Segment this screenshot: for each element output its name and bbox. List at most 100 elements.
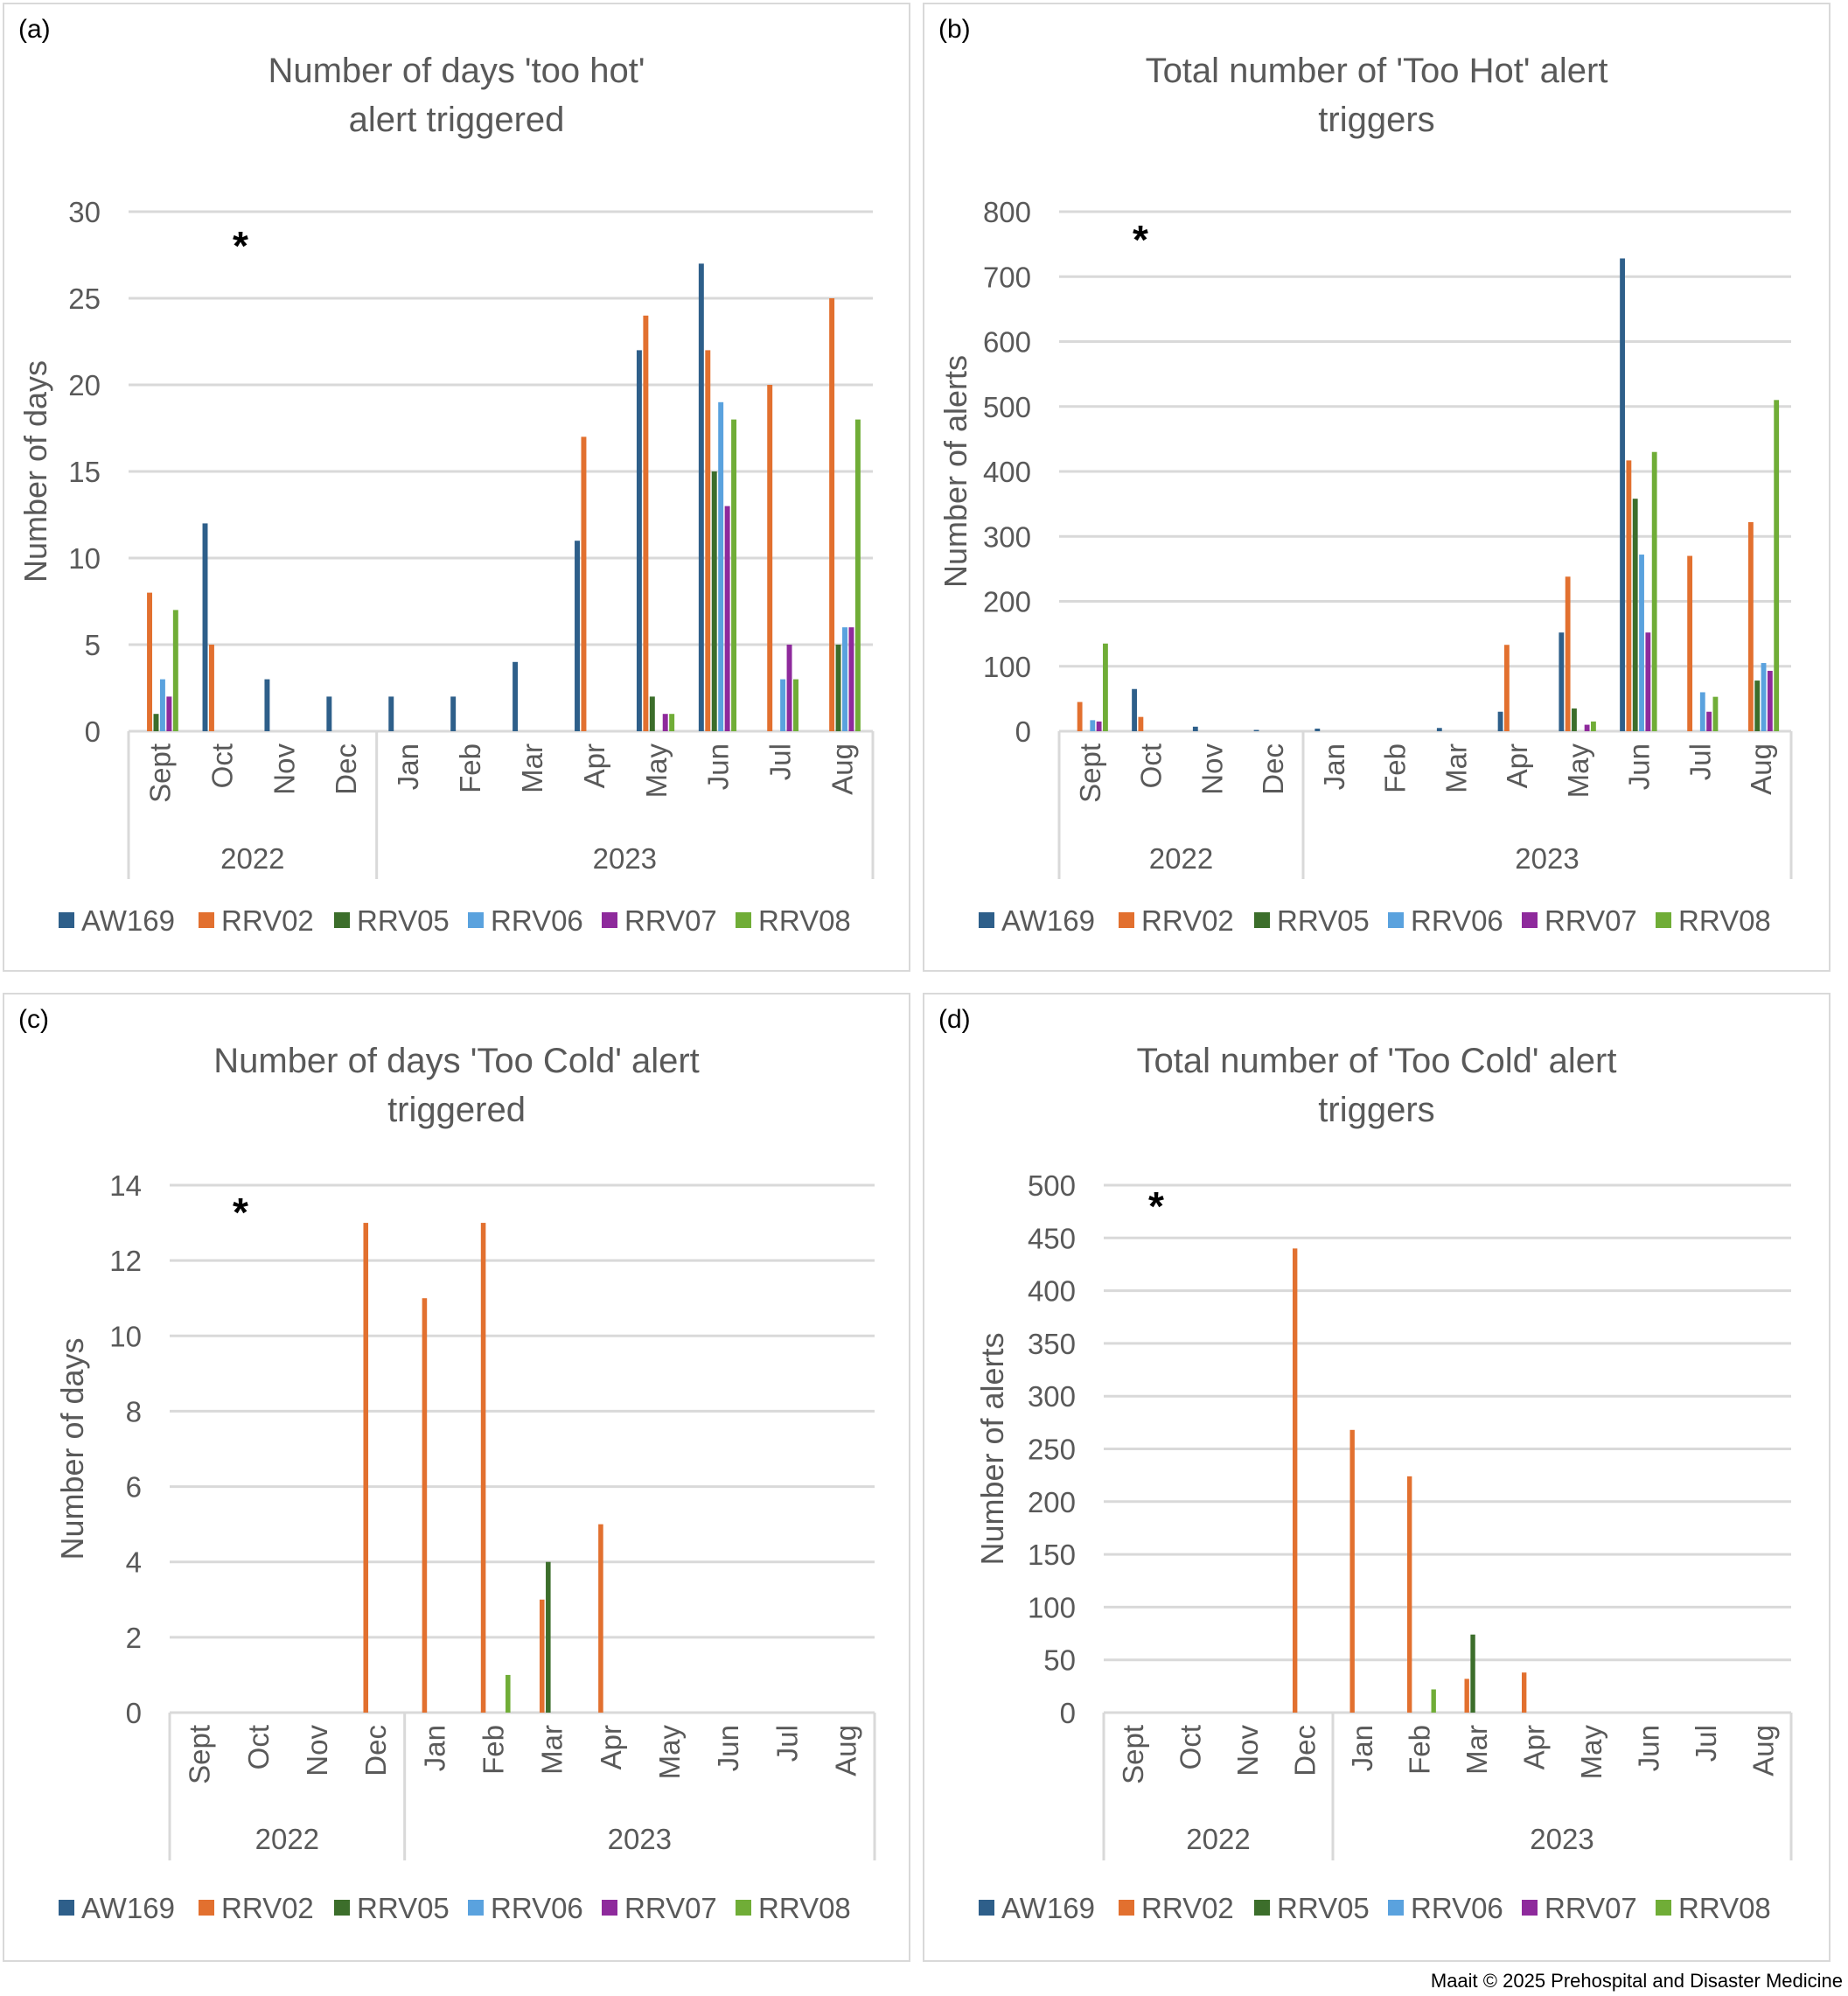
chart-panel-b: (b) Total number of 'Too Hot' alert trig… xyxy=(923,3,1831,972)
y-tick-label: 250 xyxy=(1028,1434,1076,1466)
legend-label: AW169 xyxy=(81,904,175,937)
legend-swatch-aw169 xyxy=(979,912,994,928)
bar-rrv02-feb xyxy=(480,1223,486,1713)
x-tick-label: Sept xyxy=(184,1725,216,1784)
y-tick-label: 14 xyxy=(109,1169,142,1202)
x-tick-label: Dec xyxy=(1288,1725,1321,1776)
bar-rrv02-oct xyxy=(1138,716,1144,731)
legend-swatch-aw169 xyxy=(59,1900,74,1916)
legend-swatch-rrv06 xyxy=(468,1900,484,1916)
legend-swatch-rrv07 xyxy=(602,912,617,928)
chart-panel-a: (a) Number of days 'too hot' alert trigg… xyxy=(3,3,910,972)
y-axis-label: Number of days xyxy=(17,360,53,583)
bar-rrv07-aug xyxy=(1767,670,1773,731)
x-tick-label: Feb xyxy=(1403,1725,1435,1775)
bar-rrv06-sept xyxy=(159,679,165,731)
y-tick-label: 0 xyxy=(1015,715,1031,748)
x-tick-label: Aug xyxy=(826,743,859,795)
y-tick-label: 2 xyxy=(126,1622,142,1654)
legend-label: AW169 xyxy=(1001,1892,1095,1924)
legend-swatch-rrv02 xyxy=(199,912,214,928)
x-tick-label: Jan xyxy=(1346,1725,1378,1771)
chart-plot: 0 5 10 15 20 25 30 Number of days Sept Oct Nov Dec J… xyxy=(17,196,875,937)
x-tick-label: Feb xyxy=(454,743,486,793)
x-tick-label: Mar xyxy=(1440,743,1472,793)
x-tick-label: Oct xyxy=(206,743,238,788)
y-tick-label: 300 xyxy=(1028,1380,1076,1413)
y-tick-label: 800 xyxy=(983,196,1031,228)
y-tick-label: 10 xyxy=(109,1320,142,1352)
y-tick-label: 300 xyxy=(983,520,1031,553)
bar-rrv05-aug xyxy=(1754,680,1761,731)
x-tick-label: Oct xyxy=(242,1725,275,1769)
bar-rrv07-jul xyxy=(1706,711,1712,731)
y-tick-label: 20 xyxy=(68,369,101,401)
x-tick-label: Nov xyxy=(301,1725,333,1776)
bar-rrv02-aug xyxy=(1747,521,1754,731)
x-tick-label: Jun xyxy=(712,1725,744,1771)
x-tick-label: Jul xyxy=(1684,743,1716,780)
x-tick-label: Jul xyxy=(771,1725,803,1762)
x-tick-label: Aug xyxy=(1747,1725,1779,1776)
y-tick-label: 6 xyxy=(126,1471,142,1504)
x-tick-label: Nov xyxy=(1231,1725,1264,1776)
bar-rrv06-aug xyxy=(1761,663,1767,731)
chart-title: Number of days 'Too Cold' alert triggere… xyxy=(213,1042,700,1129)
bar-rrv02-apr xyxy=(1521,1672,1527,1713)
x-tick-label: Sept xyxy=(1117,1725,1149,1784)
bar-rrv02-mar xyxy=(539,1599,545,1713)
legend-label: RRV05 xyxy=(1277,1892,1370,1924)
legend-swatch-rrv05 xyxy=(1254,1900,1270,1916)
panel-label: (b) xyxy=(938,15,971,44)
bar-rrv08-jun xyxy=(1651,451,1657,731)
y-tick-label: 400 xyxy=(983,456,1031,488)
bar-aw169-nov xyxy=(1192,726,1198,731)
bar-rrv07-jul xyxy=(786,645,792,731)
legend-swatch-rrv02 xyxy=(1119,1900,1134,1916)
chart-panel-c: (c) Number of days 'Too Cold' alert trig… xyxy=(3,993,910,1962)
y-tick-label: 350 xyxy=(1028,1328,1076,1360)
bar-rrv02-dec xyxy=(363,1223,369,1713)
y-tick-label: 150 xyxy=(1028,1539,1076,1571)
bar-rrv08-aug xyxy=(854,419,861,731)
bar-aw169-apr xyxy=(1497,711,1503,731)
y-tick-label: 10 xyxy=(68,542,101,575)
bar-rrv02-feb xyxy=(1406,1476,1412,1713)
y-tick-label: 500 xyxy=(983,391,1031,423)
bar-rrv06-jul xyxy=(1699,692,1705,731)
bar-rrv05-sept xyxy=(153,714,159,731)
legend-swatch-rrv07 xyxy=(1522,912,1538,928)
x-group-label: 2022 xyxy=(220,842,284,875)
x-tick-label: Apr xyxy=(578,743,610,788)
bar-rrv02-jun xyxy=(1626,460,1632,731)
x-group-label: 2022 xyxy=(255,1823,319,1855)
x-tick-label: May xyxy=(653,1725,686,1780)
legend-swatch-rrv02 xyxy=(1119,912,1134,928)
legend-label: RRV08 xyxy=(758,1892,851,1924)
chart-title: Total number of 'Too Cold' alert trigger… xyxy=(1136,1042,1617,1129)
bar-rrv02-jul xyxy=(1687,555,1693,731)
bar-rrv02-jul xyxy=(767,385,773,731)
panel-label: (c) xyxy=(18,1005,49,1034)
x-tick-label: Jan xyxy=(392,743,424,790)
panel-label: (a) xyxy=(18,15,51,44)
x-tick-label: Apr xyxy=(595,1725,627,1769)
legend-swatch-rrv06 xyxy=(1388,1900,1404,1916)
legend-swatch-rrv07 xyxy=(602,1900,617,1916)
chart-title: Total number of 'Too Hot' alert triggers xyxy=(1145,52,1608,139)
x-tick-label: Dec xyxy=(330,743,362,795)
x-tick-label: Jul xyxy=(1690,1725,1722,1762)
x-tick-label: Mar xyxy=(1461,1725,1493,1775)
y-tick-label: 8 xyxy=(126,1395,142,1427)
bar-rrv05-jun xyxy=(1632,499,1638,731)
bar-aw169-jan xyxy=(388,696,394,731)
chart-plot: 0 50 100 150 200 250 300 350 400 450 500 Number of … xyxy=(974,1169,1793,1924)
legend-label: RRV05 xyxy=(357,1892,450,1924)
y-tick-label: 4 xyxy=(126,1546,142,1579)
bar-rrv02-dec xyxy=(1292,1248,1298,1713)
y-tick-label: 0 xyxy=(1060,1697,1076,1729)
x-group-label: 2023 xyxy=(1530,1823,1593,1855)
bar-rrv08-may xyxy=(669,714,675,731)
x-tick-label: May xyxy=(640,743,673,799)
asterisk-annotation: * xyxy=(233,1190,248,1235)
